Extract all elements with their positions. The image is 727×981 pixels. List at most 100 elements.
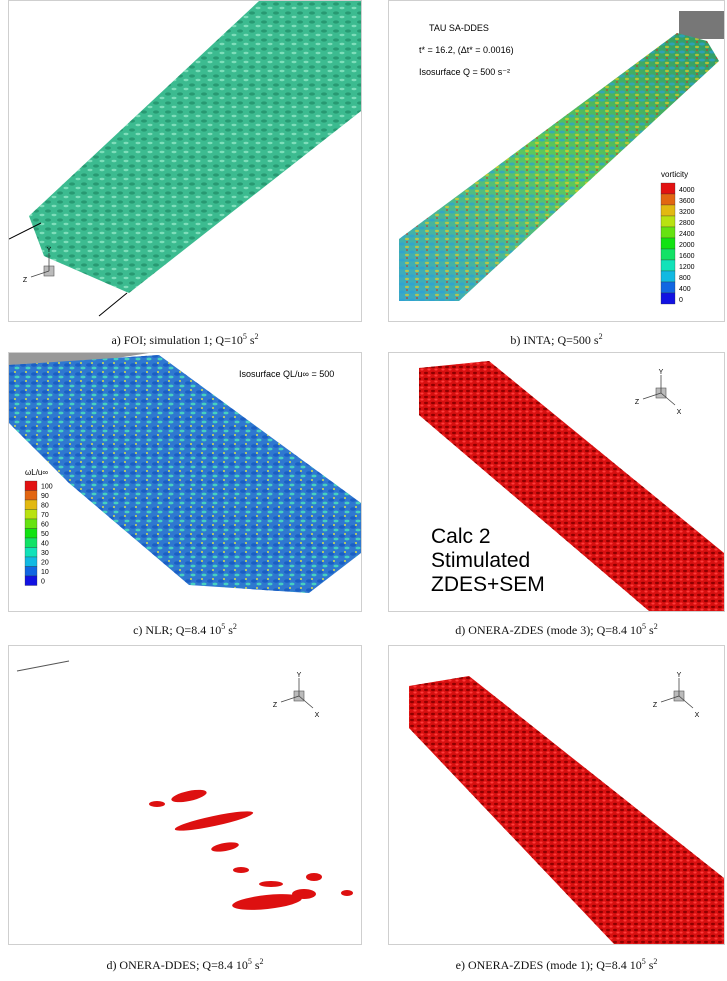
- legend-swatch: [661, 282, 675, 293]
- label: Stimulated: [431, 549, 530, 572]
- triad-label: Z: [635, 399, 640, 406]
- legend-label: 100: [41, 484, 53, 491]
- edge-line: [99, 293, 127, 316]
- legend-swatch: [25, 557, 37, 567]
- panel-image: TAU SA-DDES t* = 16.2, (Δt* = 0.0016) Is…: [389, 1, 724, 321]
- legend-swatch: [25, 576, 37, 586]
- legend-swatch: [661, 194, 675, 205]
- panel-d: Calc 2 Stimulated ZDES+SEM YZX: [388, 352, 725, 612]
- legend-swatch: [661, 293, 675, 304]
- caption-text: s: [252, 958, 260, 972]
- triad-label: X: [695, 712, 700, 719]
- caption-superscript: 2: [599, 332, 603, 341]
- isosurface-texture: [9, 355, 361, 593]
- triad-label: Z: [653, 702, 658, 709]
- legend-label: 60: [41, 522, 49, 529]
- legend-label: 2000: [679, 242, 695, 249]
- legend-swatch: [661, 260, 675, 271]
- panel-image: Y Z X: [9, 646, 361, 944]
- caption: a) FOI; simulation 1; Q=105 s2: [8, 332, 362, 348]
- triad-label: X: [677, 409, 682, 416]
- legend-label: 400: [679, 286, 691, 293]
- caption-text: b) INTA; Q=500 s: [510, 333, 598, 347]
- panel-image: Y Z X: [389, 646, 724, 944]
- legend-label: 1200: [679, 264, 695, 271]
- axis-triad: YZX: [635, 369, 682, 416]
- legend-swatch: [25, 529, 37, 539]
- legend-swatch: [25, 548, 37, 558]
- legend-swatch: [661, 216, 675, 227]
- label: TAU SA-DDES: [429, 23, 489, 33]
- legend-label: 800: [679, 275, 691, 282]
- triad-axis: [661, 393, 675, 405]
- legend-label: 80: [41, 503, 49, 510]
- isosurface-texture: [29, 1, 361, 293]
- legend-swatch: [661, 205, 675, 216]
- legend-label: 3600: [679, 198, 695, 205]
- legend-label: 2800: [679, 220, 695, 227]
- axis-triad: YZ: [23, 247, 54, 284]
- legend-label: 2400: [679, 231, 695, 238]
- isosurface-texture: [409, 676, 724, 944]
- legend-swatch: [661, 183, 675, 194]
- legend: vorticity4000360032002800240020001600120…: [661, 170, 695, 304]
- geometry: [679, 11, 724, 39]
- legend-swatch: [25, 500, 37, 510]
- caption-superscript: 2: [260, 957, 264, 966]
- legend-swatch: [661, 238, 675, 249]
- label: Isosurface QL/u∞ = 500: [239, 369, 334, 379]
- panel-b: TAU SA-DDES t* = 16.2, (Δt* = 0.0016) Is…: [388, 0, 725, 322]
- legend-label: 10: [41, 569, 49, 576]
- axis-triad: Y Z X: [273, 672, 320, 719]
- triad-label: Y: [297, 672, 302, 679]
- triad-label: Y: [677, 672, 682, 679]
- panel-f: Y Z X: [388, 645, 725, 945]
- panel-image: YZ: [9, 1, 361, 321]
- figure-page: YZ a) FOI; simulation 1; Q=105 s2 TAU SA…: [0, 0, 727, 981]
- caption-text: c) NLR; Q=8.4 10: [133, 623, 221, 637]
- legend-label: 3200: [679, 209, 695, 216]
- caption-superscript: 2: [233, 622, 237, 631]
- caption-text: s: [247, 333, 255, 347]
- legend-title: ωL/u∞: [25, 468, 48, 477]
- triad-label: Y: [47, 247, 52, 254]
- legend-swatch: [25, 510, 37, 520]
- caption-text: a) FOI; simulation 1; Q=10: [111, 333, 242, 347]
- caption-text: s: [646, 623, 654, 637]
- legend-swatch: [661, 227, 675, 238]
- label: Calc 2: [431, 525, 491, 548]
- isosurface-blobs: [149, 787, 353, 912]
- legend-swatch: [25, 567, 37, 577]
- triad-label: Z: [273, 702, 278, 709]
- legend-swatch: [25, 519, 37, 529]
- caption-text: d) ONERA-ZDES (mode 3); Q=8.4 10: [455, 623, 642, 637]
- legend-swatch: [25, 538, 37, 548]
- legend-label: 0: [679, 297, 683, 304]
- legend-swatch: [661, 249, 675, 260]
- triad-label: X: [315, 712, 320, 719]
- caption: e) ONERA-ZDES (mode 1); Q=8.4 105 s2: [388, 957, 725, 973]
- legend-swatch: [25, 481, 37, 491]
- legend-label: 40: [41, 541, 49, 548]
- caption: d) ONERA-ZDES (mode 3); Q=8.4 105 s2: [388, 622, 725, 638]
- legend-label: 90: [41, 493, 49, 500]
- legend-swatch: [661, 271, 675, 282]
- panel-image: Calc 2 Stimulated ZDES+SEM YZX: [389, 353, 724, 611]
- caption-superscript: 2: [654, 622, 658, 631]
- legend-label: 1600: [679, 253, 695, 260]
- caption: b) INTA; Q=500 s2: [388, 332, 725, 348]
- legend-title: vorticity: [661, 170, 688, 179]
- legend-label: 0: [41, 579, 45, 586]
- triad-axis: [299, 696, 313, 708]
- legend-label: 30: [41, 550, 49, 557]
- legend-swatch: [25, 491, 37, 501]
- legend-label: 4000: [679, 187, 695, 194]
- legend-label: 20: [41, 560, 49, 567]
- caption-text: d) ONERA-DDES; Q=8.4 10: [106, 958, 247, 972]
- axis-triad: Y Z X: [653, 672, 700, 719]
- caption: c) NLR; Q=8.4 105 s2: [8, 622, 362, 638]
- label: Isosurface Q = 500 s⁻²: [419, 67, 510, 77]
